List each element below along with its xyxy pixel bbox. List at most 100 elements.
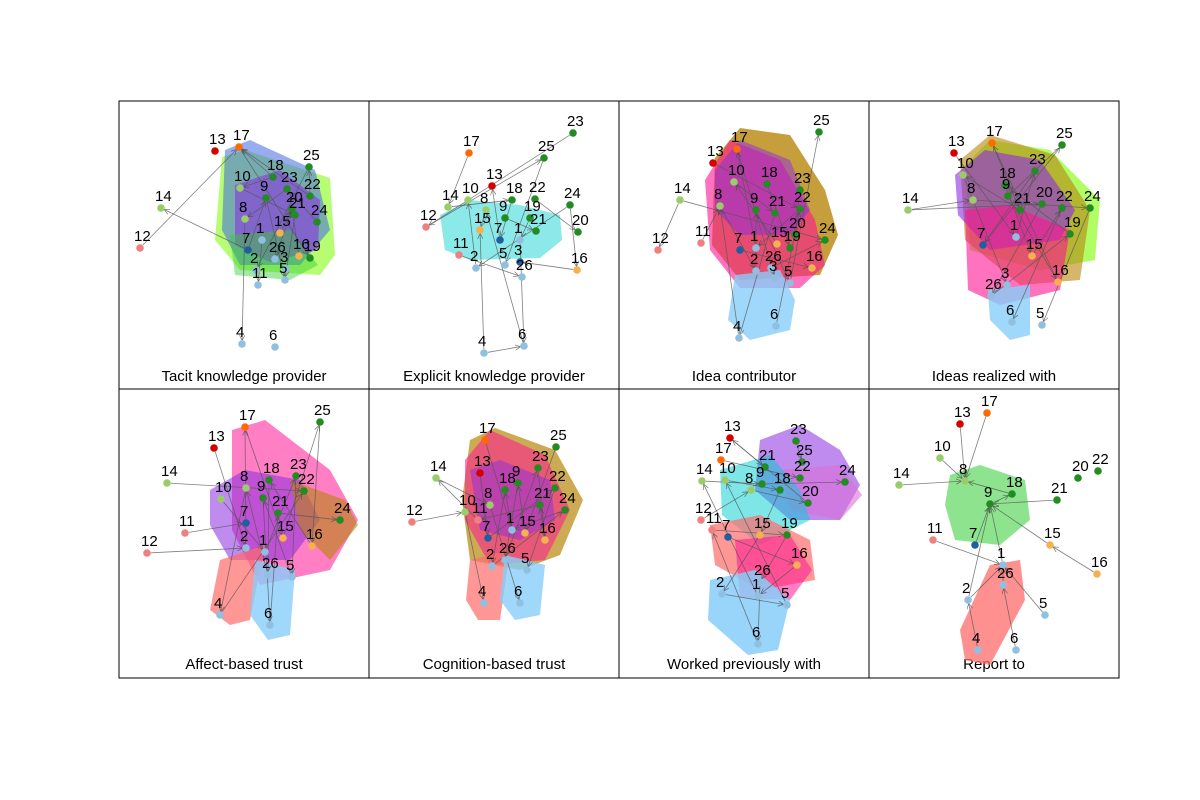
network-node bbox=[792, 437, 800, 445]
node-label: 11 bbox=[252, 265, 268, 282]
edge-arrow bbox=[713, 534, 757, 641]
edge-arrow bbox=[505, 472, 536, 557]
panel-title: Tacit knowledge provider bbox=[161, 368, 326, 385]
network-node bbox=[964, 596, 972, 604]
node-label: 12 bbox=[652, 230, 669, 247]
edge-arrow bbox=[994, 499, 1054, 504]
node-label: 4 bbox=[214, 595, 222, 612]
node-label: 22 bbox=[529, 179, 546, 196]
node-label: 6 bbox=[770, 306, 778, 323]
network-node bbox=[1012, 233, 1020, 241]
node-label: 4 bbox=[478, 583, 486, 600]
network-node bbox=[313, 218, 321, 226]
edge-arrow bbox=[508, 219, 533, 230]
group-hull bbox=[988, 285, 1030, 340]
node-label: 7 bbox=[722, 517, 730, 534]
network-node bbox=[465, 149, 473, 157]
network-node bbox=[726, 434, 734, 442]
group-hull bbox=[250, 560, 295, 640]
network-node bbox=[1094, 467, 1102, 475]
node-label: 20 bbox=[802, 483, 819, 500]
network-node bbox=[484, 534, 492, 542]
network-node bbox=[308, 542, 316, 550]
node-label: 17 bbox=[715, 440, 732, 457]
node-label: 15 bbox=[1044, 525, 1061, 542]
network-node bbox=[136, 244, 144, 252]
network-node bbox=[756, 578, 764, 586]
group-hull bbox=[466, 550, 510, 620]
network-node bbox=[534, 464, 542, 472]
network-node bbox=[276, 229, 284, 237]
edge-arrow bbox=[485, 443, 511, 526]
network-node bbox=[552, 443, 560, 451]
network-node bbox=[238, 340, 246, 348]
node-label: 4 bbox=[236, 324, 244, 341]
edge-arrow bbox=[541, 509, 545, 537]
node-label: 2 bbox=[716, 574, 724, 591]
network-node bbox=[496, 236, 504, 244]
group-hull bbox=[235, 170, 320, 262]
edge-arrow bbox=[242, 149, 307, 195]
node-label: 20 bbox=[286, 189, 303, 206]
network-node bbox=[747, 486, 755, 494]
edge-arrow bbox=[994, 147, 1057, 279]
edge-arrow bbox=[165, 210, 245, 249]
node-label: 18 bbox=[267, 157, 284, 174]
node-label: 7 bbox=[494, 220, 502, 237]
network-node bbox=[1066, 230, 1074, 238]
network-node bbox=[520, 342, 528, 350]
edge-arrow bbox=[724, 460, 796, 477]
edge-arrow bbox=[465, 515, 483, 599]
node-label: 26 bbox=[262, 555, 279, 572]
edge-arrow bbox=[740, 216, 775, 334]
edge-arrow bbox=[292, 479, 297, 573]
network-node bbox=[282, 265, 290, 273]
node-label: 8 bbox=[484, 485, 492, 502]
network-node bbox=[569, 129, 577, 137]
node-label: 21 bbox=[1014, 190, 1031, 207]
network-node bbox=[986, 500, 994, 508]
node-label: 4 bbox=[733, 318, 741, 335]
network-node bbox=[261, 548, 269, 556]
network-node bbox=[432, 474, 440, 482]
edge-arrow bbox=[731, 538, 794, 564]
network-node bbox=[181, 529, 189, 537]
network-node bbox=[1001, 181, 1009, 189]
network-node bbox=[574, 228, 582, 236]
network-node bbox=[1004, 192, 1012, 200]
node-label: 23 bbox=[1029, 151, 1046, 168]
network-node bbox=[242, 519, 250, 527]
node-label: 7 bbox=[482, 518, 490, 535]
node-label: 26 bbox=[765, 248, 782, 265]
node-label: 1 bbox=[506, 510, 514, 527]
edge-arrow bbox=[506, 161, 544, 261]
network-node bbox=[1038, 200, 1046, 208]
edge-arrow bbox=[721, 210, 739, 335]
node-label: 4 bbox=[478, 333, 486, 350]
network-node bbox=[241, 215, 249, 223]
node-label: 18 bbox=[506, 180, 523, 197]
node-label: 6 bbox=[518, 326, 526, 343]
network-node bbox=[959, 171, 967, 179]
network-node bbox=[754, 640, 762, 648]
node-label: 13 bbox=[486, 166, 503, 183]
node-label: 17 bbox=[981, 393, 998, 410]
node-label: 15 bbox=[754, 515, 771, 532]
network-node bbox=[561, 506, 569, 514]
network-node bbox=[697, 516, 705, 524]
group-hull bbox=[230, 230, 318, 280]
network-node bbox=[1028, 252, 1036, 260]
network-node bbox=[773, 240, 781, 248]
network-node bbox=[516, 236, 524, 244]
network-node bbox=[264, 571, 272, 579]
node-label: 14 bbox=[155, 188, 172, 205]
node-label: 10 bbox=[957, 155, 974, 172]
node-label: 10 bbox=[459, 492, 476, 509]
edge-arrow bbox=[1004, 589, 1016, 647]
node-label: 7 bbox=[240, 503, 248, 520]
network-node bbox=[486, 501, 494, 509]
network-node bbox=[279, 534, 287, 542]
node-label: 8 bbox=[480, 190, 488, 207]
edge-arrow bbox=[268, 483, 269, 571]
